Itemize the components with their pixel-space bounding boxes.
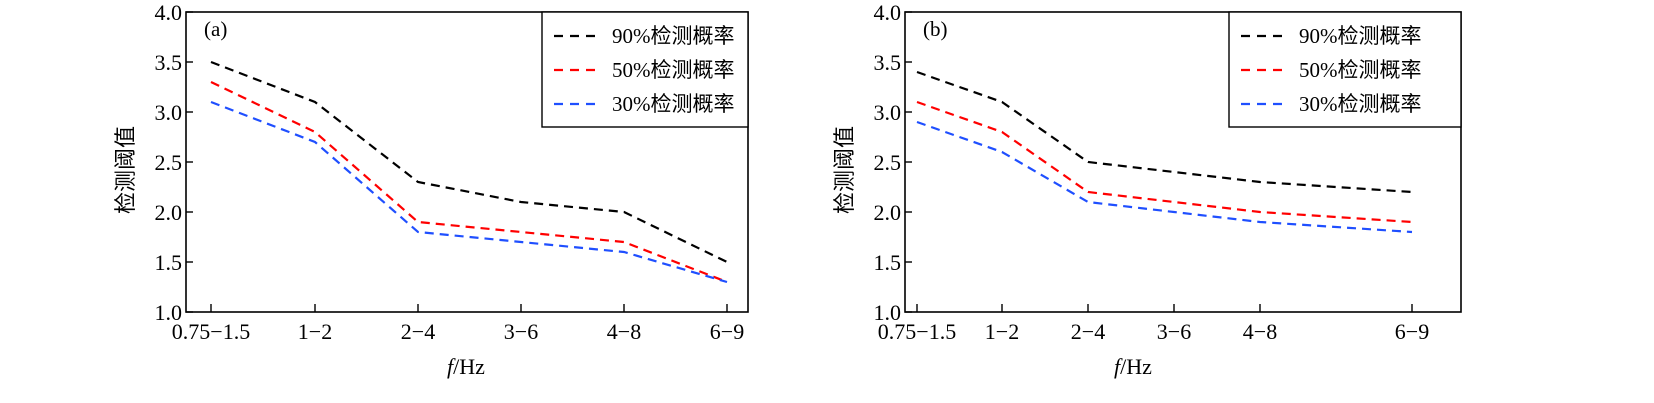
x-tick-label: 2−4	[1071, 319, 1105, 344]
x-axis-title-unit: /Hz	[453, 354, 485, 379]
x-tick-label: 3−6	[504, 319, 538, 344]
x-axis-title-unit: /Hz	[1120, 354, 1152, 379]
x-tick-label: 6−9	[710, 319, 744, 344]
y-tick-label: 2.0	[874, 200, 902, 225]
series-line-90pct	[210, 60, 728, 263]
series-line-90pct	[916, 70, 1413, 194]
y-tick-label: 1.0	[874, 300, 902, 325]
panel-a: 1.0 1.5 2.0 2.5 3.0 3.5 4.0 0.75−1.5 1−2 2−4 3−6 4−…	[113, 0, 749, 379]
y-tick-label: 4.0	[155, 0, 183, 25]
legend-label: 30%检测概率	[612, 92, 735, 116]
x-axis-title-symbol: f	[447, 354, 456, 379]
y-tick-label: 1.0	[155, 300, 183, 325]
series-line-30pct	[210, 100, 728, 284]
x-tick-label: 3−6	[1157, 319, 1191, 344]
x-tick-label: 0.75−1.5	[172, 319, 250, 344]
panel-label: (b)	[923, 17, 948, 41]
legend-label: 30%检测概率	[1299, 92, 1422, 116]
y-tick-label: 1.5	[155, 250, 183, 275]
y-tick-label: 2.5	[155, 150, 183, 175]
legend-label: 50%检测概率	[1299, 58, 1422, 82]
series-line-30pct	[916, 120, 1413, 234]
y-axis-title: 检测阈值	[832, 126, 857, 214]
x-tick-label: 1−2	[985, 319, 1019, 344]
legend-box	[1228, 11, 1462, 128]
legend-label: 90%检测概率	[612, 24, 735, 48]
x-axis-title-symbol: f	[1114, 354, 1123, 379]
y-tick-label: 3.0	[874, 100, 902, 125]
x-tick-label: 0.75−1.5	[878, 319, 956, 344]
panel-b: 1.0 1.5 2.0 2.5 3.0 3.5 4.0 0.75−1.5 1−2 2−4 3−6 4−…	[832, 0, 1462, 379]
x-tick-label: 4−8	[1243, 319, 1277, 344]
legend: 90%检测概率 50%检测概率 30%检测概率	[1228, 11, 1462, 128]
x-tick-label: 6−9	[1395, 319, 1429, 344]
x-tick-label: 4−8	[607, 319, 641, 344]
x-tick-label: 2−4	[401, 319, 435, 344]
legend: 90%检测概率 50%检测概率 30%检测概率	[541, 11, 749, 128]
y-tick-label: 1.5	[874, 250, 902, 275]
y-tick-label: 2.0	[155, 200, 183, 225]
y-tick-label: 2.5	[874, 150, 902, 175]
x-axis-title: f/Hz	[447, 354, 485, 379]
series-line-50pct	[210, 81, 728, 284]
x-axis-title: f/Hz	[1114, 354, 1152, 379]
series-line-50pct	[916, 100, 1413, 224]
y-axis-title: 检测阈值	[113, 126, 138, 214]
y-tick-label: 3.5	[874, 50, 902, 75]
x-tick-label: 1−2	[298, 319, 332, 344]
legend-label: 90%检测概率	[1299, 24, 1422, 48]
legend-label: 50%检测概率	[612, 58, 735, 82]
y-tick-label: 3.5	[155, 50, 183, 75]
y-tick-label: 3.0	[155, 100, 183, 125]
panel-label: (a)	[204, 17, 227, 41]
y-tick-label: 4.0	[874, 0, 902, 25]
